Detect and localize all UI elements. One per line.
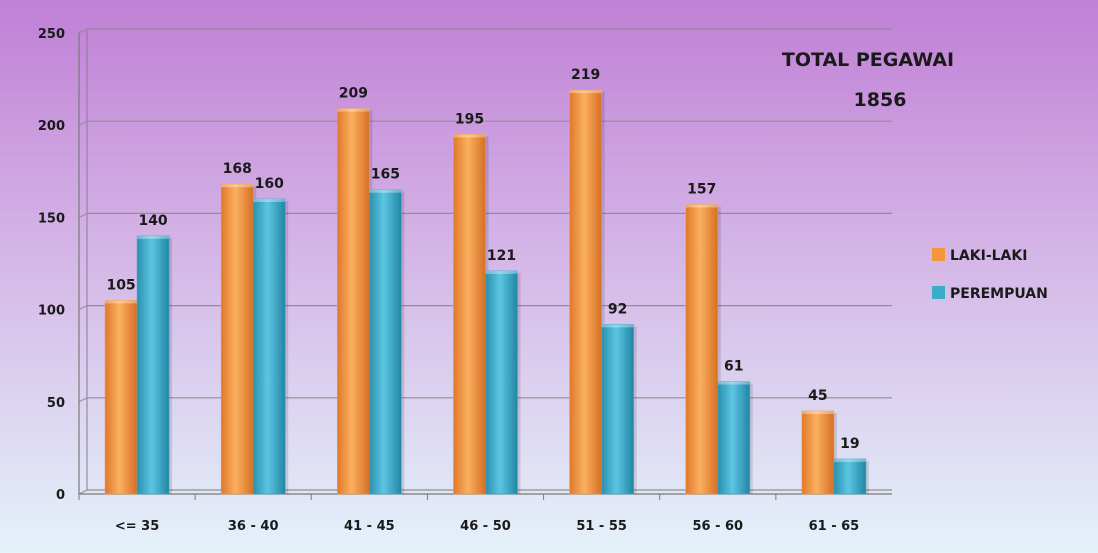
- bar-top-highlight: [369, 189, 402, 193]
- data-label: 160: [255, 176, 284, 192]
- bar-top-highlight: [601, 324, 634, 328]
- annotation-line2: 1856: [854, 89, 907, 111]
- x-tick-label: 46 - 50: [460, 519, 511, 534]
- gridline-depth: [78, 305, 88, 311]
- bar-perempuan: [601, 324, 634, 495]
- bars: [104, 89, 869, 495]
- data-label: 45: [808, 388, 827, 404]
- bar-perempuan: [833, 458, 867, 495]
- bar-top-highlight: [337, 108, 370, 112]
- x-tick-label: 56 - 60: [692, 519, 743, 534]
- bar-perempuan: [369, 189, 402, 495]
- bar-top-highlight: [833, 458, 866, 462]
- gridline-depth: [78, 212, 88, 218]
- y-tick-label: 200: [38, 119, 65, 134]
- gridline-depth: [78, 28, 88, 34]
- x-tick-label: 61 - 65: [809, 519, 860, 534]
- bar-laki-laki: [453, 134, 486, 495]
- gridline-depth: [78, 489, 88, 495]
- x-tick-label: 41 - 45: [344, 519, 395, 534]
- bar-top-highlight: [801, 411, 834, 415]
- data-label: 209: [339, 86, 368, 102]
- bar-top-highlight: [485, 270, 518, 274]
- bar-laki-laki: [569, 89, 602, 495]
- bar-top-highlight: [569, 90, 602, 94]
- legend-label: PEREMPUAN: [950, 286, 1048, 302]
- data-label: 92: [608, 301, 627, 317]
- gridline-depth: [78, 120, 88, 126]
- x-tick-label: 36 - 40: [228, 519, 279, 534]
- bar-laki-laki: [801, 410, 835, 495]
- data-label: 105: [106, 277, 135, 293]
- x-tick-label: <= 35: [115, 519, 159, 534]
- bar-top-highlight: [453, 134, 486, 138]
- data-label: 165: [371, 167, 400, 183]
- bar-perempuan: [136, 235, 170, 495]
- y-tick-label: 0: [56, 488, 65, 503]
- bar-top-highlight: [105, 300, 138, 304]
- y-tick-label: 250: [38, 27, 65, 42]
- data-label: 219: [571, 67, 600, 83]
- bar-top-highlight: [137, 235, 170, 239]
- legend-swatch: [932, 286, 945, 299]
- legend-label: LAKI-LAKI: [950, 248, 1027, 264]
- gridline-depth: [78, 397, 88, 403]
- y-tick-label: 50: [47, 396, 65, 411]
- bar-top-highlight: [685, 204, 718, 208]
- annotation-line1: TOTAL PEGAWAI: [782, 49, 954, 71]
- data-label: 168: [223, 161, 252, 177]
- bar-top-highlight: [221, 184, 254, 188]
- legend-swatch: [932, 248, 945, 261]
- data-label: 157: [687, 181, 716, 197]
- y-tick-label: 150: [38, 211, 65, 226]
- legend: LAKI-LAKI PEREMPUAN: [932, 248, 1048, 302]
- data-label: 140: [138, 213, 167, 229]
- bar-perempuan: [717, 381, 751, 495]
- bar-perempuan: [252, 198, 286, 495]
- x-tick-label: 51 - 55: [576, 519, 627, 534]
- y-tick-label: 100: [38, 304, 65, 319]
- bar-laki-laki: [337, 108, 370, 495]
- data-label: 121: [487, 248, 516, 264]
- data-label: 195: [455, 111, 484, 127]
- data-label: 61: [724, 359, 743, 375]
- total-annotation: TOTAL PEGAWAI 1856: [782, 49, 954, 111]
- bar-top-highlight: [253, 198, 286, 202]
- bar-perempuan: [485, 270, 518, 495]
- bar-laki-laki: [220, 183, 254, 495]
- bar-top-highlight: [717, 381, 750, 385]
- bar-laki-laki: [104, 300, 138, 495]
- bar-laki-laki: [685, 204, 719, 495]
- data-label: 19: [840, 436, 859, 452]
